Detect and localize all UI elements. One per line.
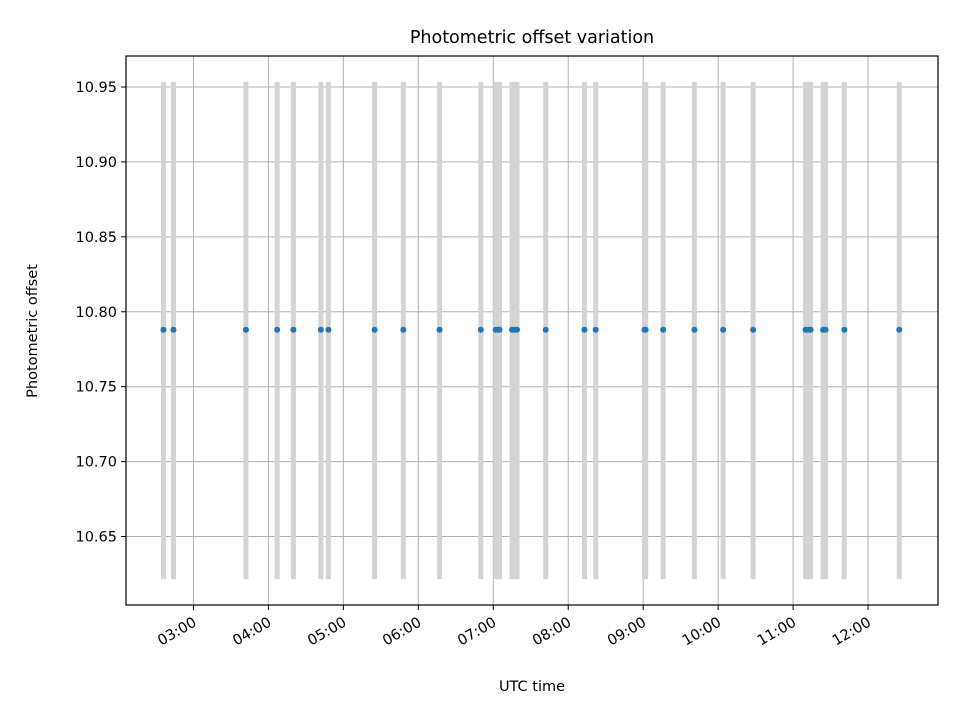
data-point bbox=[160, 326, 167, 333]
data-point bbox=[592, 326, 599, 333]
x-tick-label: 07:00 bbox=[455, 615, 499, 650]
data-point bbox=[317, 326, 324, 333]
y-tick-label: 10.95 bbox=[75, 80, 117, 96]
data-point bbox=[170, 326, 177, 333]
error-bars bbox=[160, 81, 902, 580]
x-tick-label: 05:00 bbox=[305, 615, 349, 650]
data-point bbox=[436, 326, 443, 333]
data-point bbox=[660, 326, 667, 333]
x-tick-label: 06:00 bbox=[380, 615, 424, 650]
data-point bbox=[400, 326, 407, 333]
y-axis-label: Photometric offset bbox=[25, 264, 41, 398]
x-axis-ticks: 03:00 04:00 05:00 06:00 07:00 08:00 09:00 10:00… bbox=[155, 605, 874, 649]
y-tick-label: 10.65 bbox=[75, 530, 117, 546]
data-point bbox=[750, 326, 757, 333]
y-tick-label: 10.85 bbox=[75, 230, 117, 246]
data-point bbox=[841, 326, 848, 333]
data-point bbox=[371, 326, 378, 333]
plot-frame bbox=[125, 55, 939, 606]
grid-lines bbox=[126, 56, 938, 605]
data-point bbox=[274, 326, 281, 333]
data-points bbox=[160, 326, 903, 333]
data-point bbox=[581, 326, 588, 333]
y-tick-label: 10.90 bbox=[75, 155, 117, 171]
data-point bbox=[822, 326, 829, 333]
data-point bbox=[514, 326, 521, 333]
data-point bbox=[477, 326, 484, 333]
data-point bbox=[720, 326, 727, 333]
x-tick-label: 11:00 bbox=[755, 615, 799, 650]
data-point bbox=[691, 326, 698, 333]
y-tick-label: 10.70 bbox=[75, 455, 117, 471]
data-point bbox=[642, 326, 649, 333]
y-axis-ticks: 10.65 10.70 10.75 10.80 10.85 10.90 10.95 bbox=[75, 80, 126, 546]
data-point bbox=[542, 326, 549, 333]
x-tick-label: 08:00 bbox=[530, 615, 574, 650]
data-point bbox=[325, 326, 332, 333]
x-tick-label: 10:00 bbox=[680, 615, 724, 650]
data-point bbox=[807, 326, 814, 333]
y-tick-label: 10.75 bbox=[75, 380, 117, 396]
x-axis-label: UTC time bbox=[499, 679, 565, 695]
x-tick-label: 09:00 bbox=[605, 615, 649, 650]
x-tick-label: 04:00 bbox=[230, 615, 274, 650]
data-point bbox=[896, 326, 903, 333]
data-point bbox=[496, 326, 503, 333]
y-tick-label: 10.80 bbox=[75, 305, 117, 321]
data-point bbox=[242, 326, 249, 333]
x-tick-label: 12:00 bbox=[830, 615, 874, 650]
data-point bbox=[290, 326, 297, 333]
x-tick-label: 03:00 bbox=[155, 615, 199, 650]
chart-title: Photometric offset variation bbox=[410, 28, 654, 48]
